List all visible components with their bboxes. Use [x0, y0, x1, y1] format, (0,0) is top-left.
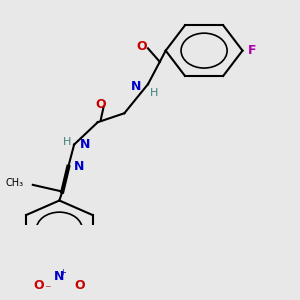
Text: N: N	[131, 80, 141, 93]
Text: O: O	[33, 279, 44, 292]
Text: N: N	[54, 270, 64, 283]
Text: O: O	[95, 98, 106, 111]
Text: N: N	[74, 160, 85, 173]
Text: +: +	[59, 268, 66, 277]
Text: O: O	[137, 40, 147, 52]
Text: O: O	[75, 279, 85, 292]
Text: CH₃: CH₃	[6, 178, 24, 188]
Text: N: N	[80, 138, 90, 151]
Text: ⁻: ⁻	[44, 284, 51, 296]
Text: H: H	[63, 137, 71, 147]
Text: H: H	[150, 88, 158, 98]
Text: F: F	[248, 44, 257, 57]
